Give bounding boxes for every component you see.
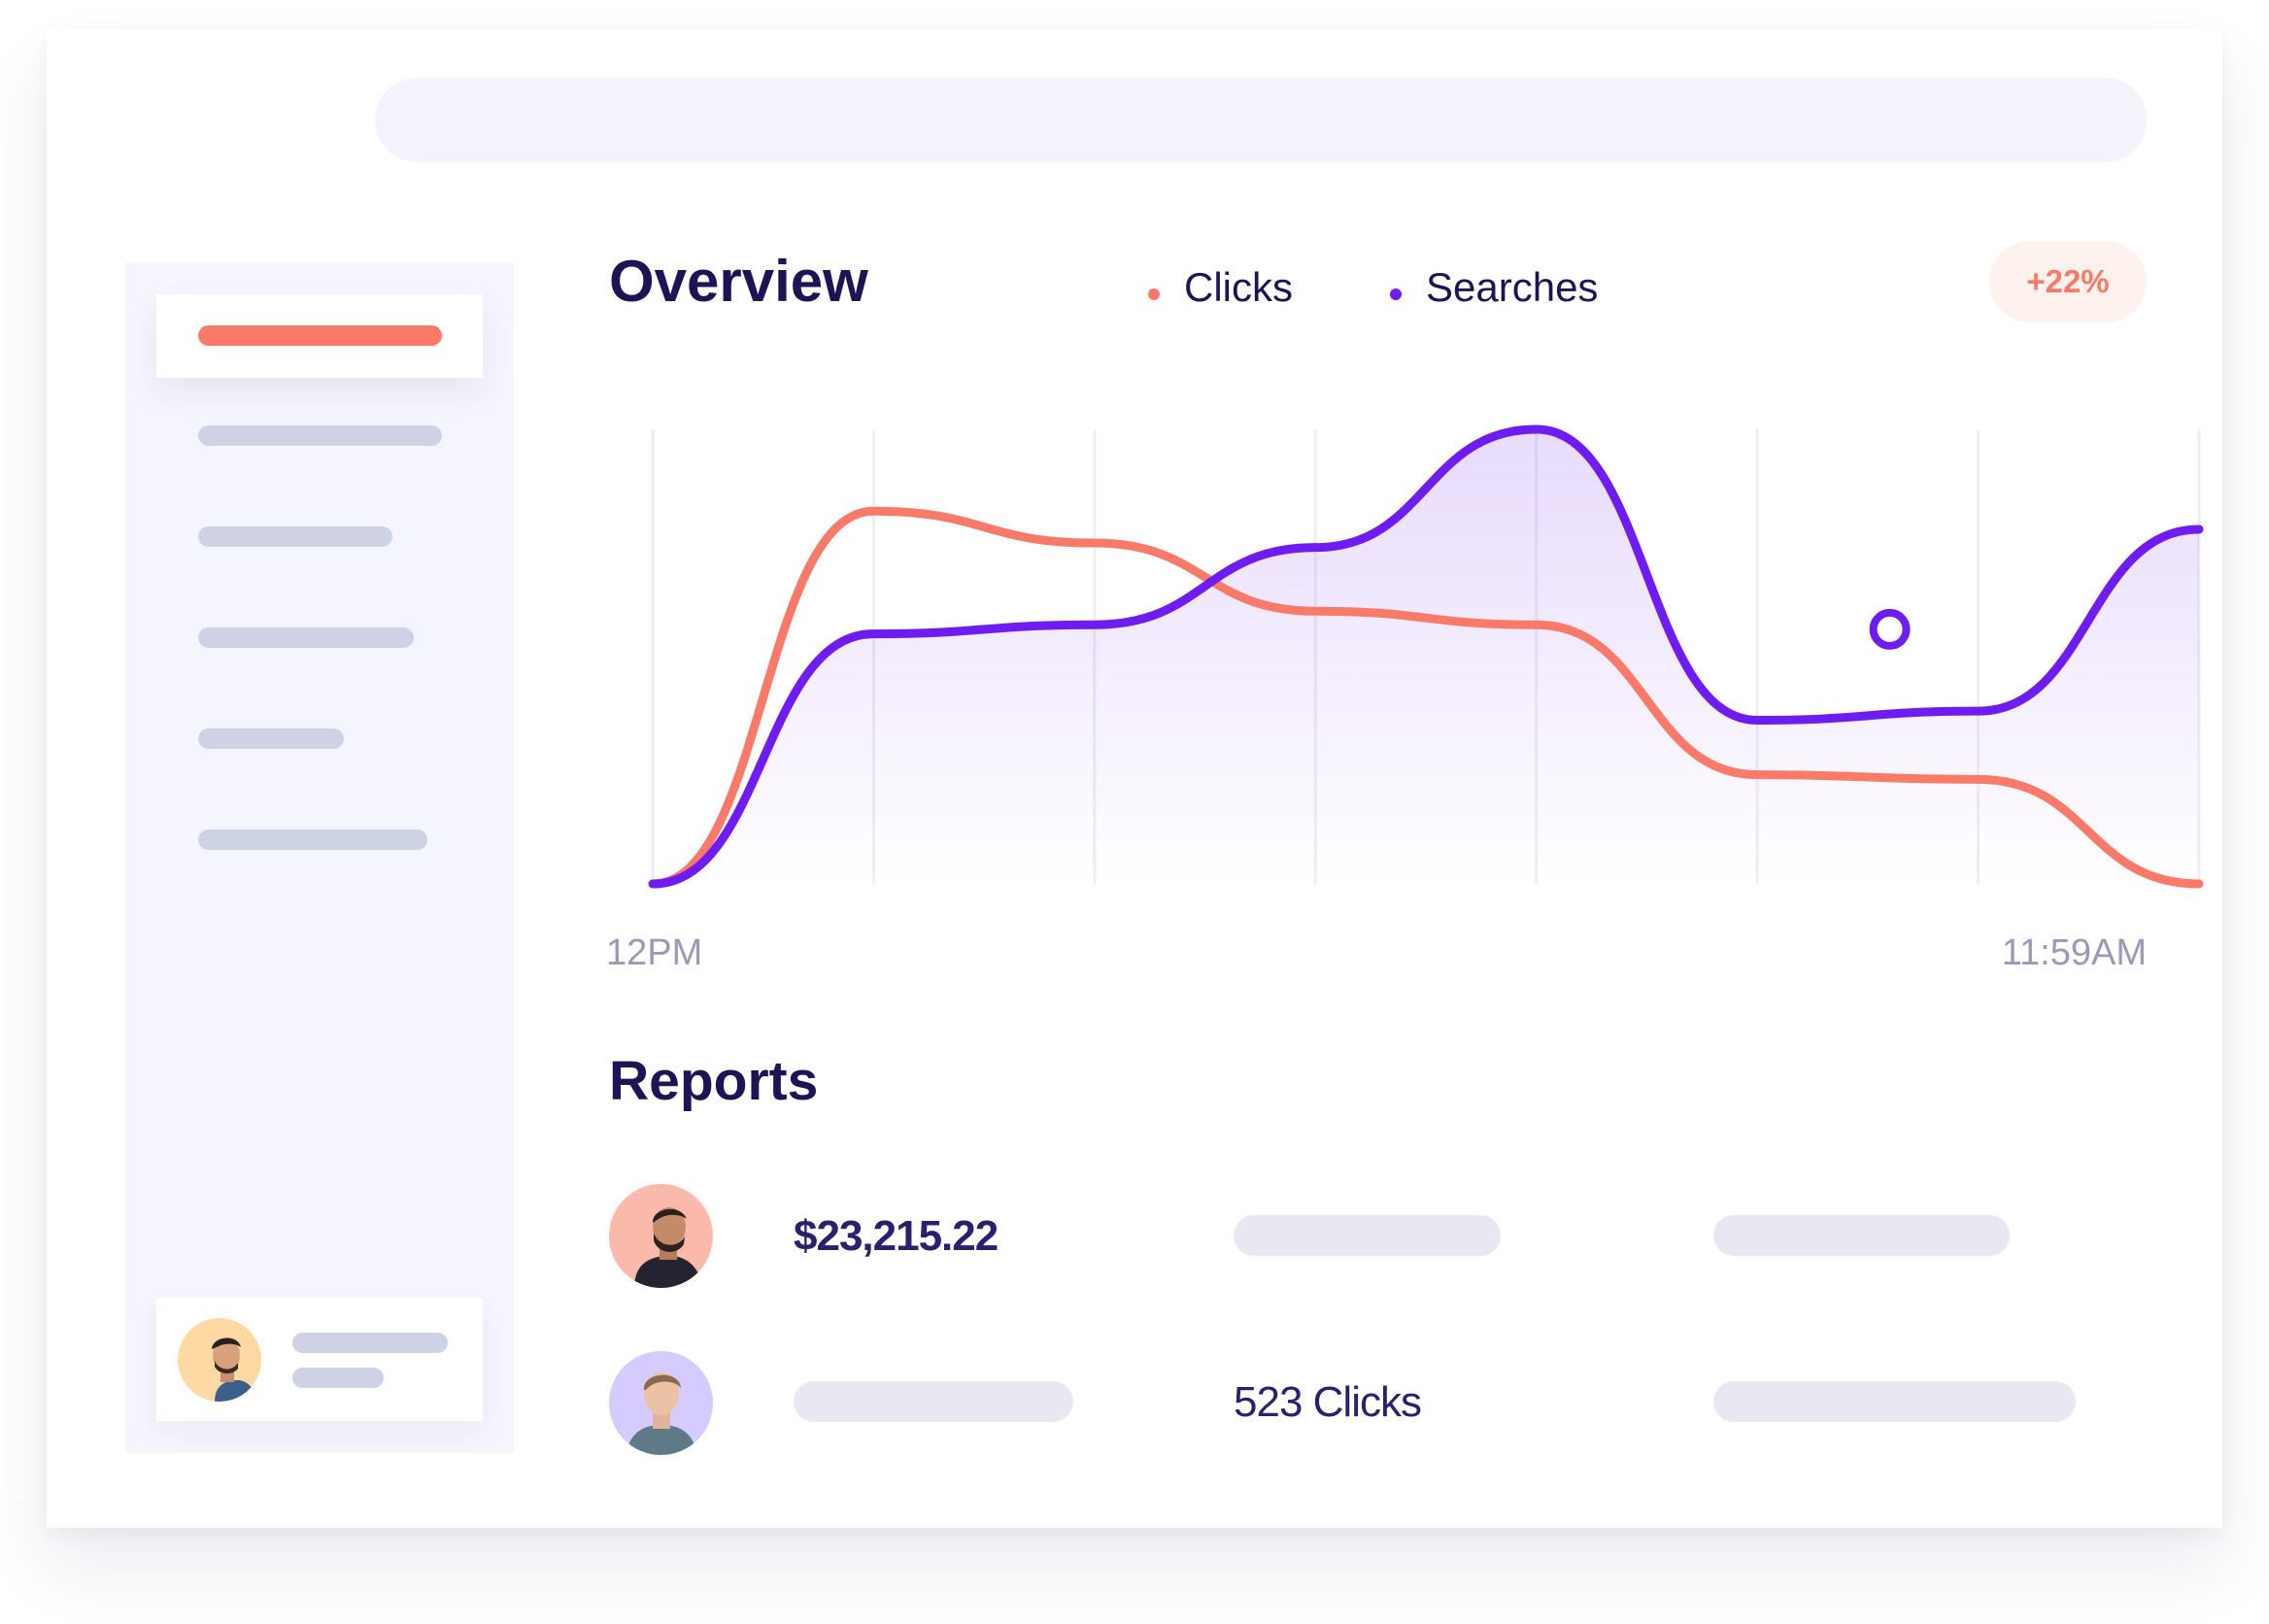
app-window: Overview Clicks Searches +22% 12PM 11:59… <box>47 29 2222 1528</box>
clicks-legend-dot <box>1148 288 1160 300</box>
user-name-placeholder <box>292 1333 448 1353</box>
x-axis-start-label: 12PM <box>606 932 703 973</box>
overview-title: Overview <box>609 249 868 314</box>
clicks-legend-label: Clicks <box>1184 264 1293 310</box>
sidebar-item-active[interactable] <box>156 294 483 378</box>
searches-marker-point <box>1869 608 1911 650</box>
overview-chart[interactable] <box>629 398 2222 923</box>
sidebar-active-bar <box>198 325 442 346</box>
sidebar-user-card[interactable] <box>156 1298 483 1421</box>
report-row-1-placeholder-a <box>1234 1215 1501 1256</box>
report-row-2-placeholder-b <box>1713 1381 2076 1422</box>
searches-legend-label: Searches <box>1426 264 1599 310</box>
searches-line <box>648 424 2204 889</box>
sidebar-item-5[interactable] <box>198 728 344 749</box>
sidebar-item-3[interactable] <box>198 526 392 547</box>
searches-area-fill <box>653 429 2199 884</box>
report-row-1-placeholder-b <box>1713 1215 2010 1256</box>
report-row-2-placeholder-a <box>794 1381 1073 1422</box>
sidebar-item-2[interactable] <box>198 425 442 446</box>
searches-legend-dot <box>1390 288 1402 300</box>
window-dot-yellow[interactable] <box>271 100 312 141</box>
report-row-1-amount: $23,215.22 <box>794 1212 999 1260</box>
growth-badge: +22% <box>1989 241 2147 322</box>
clicks-line <box>648 506 2204 889</box>
x-axis-end-label: 11:59AM <box>2001 932 2147 973</box>
report-avatar-1[interactable] <box>609 1184 713 1288</box>
window-dot-cyan[interactable] <box>125 100 166 141</box>
sidebar <box>125 262 514 1453</box>
reports-title: Reports <box>609 1050 819 1112</box>
report-row-2-clicks: 523 Clicks <box>1234 1378 1422 1426</box>
user-avatar <box>178 1318 261 1402</box>
sidebar-item-4[interactable] <box>198 627 414 648</box>
user-role-placeholder <box>292 1368 384 1388</box>
report-avatar-2[interactable] <box>609 1351 713 1455</box>
window-dot-coral[interactable] <box>198 100 239 141</box>
sidebar-item-6[interactable] <box>198 829 427 850</box>
address-bar[interactable] <box>375 78 2147 162</box>
